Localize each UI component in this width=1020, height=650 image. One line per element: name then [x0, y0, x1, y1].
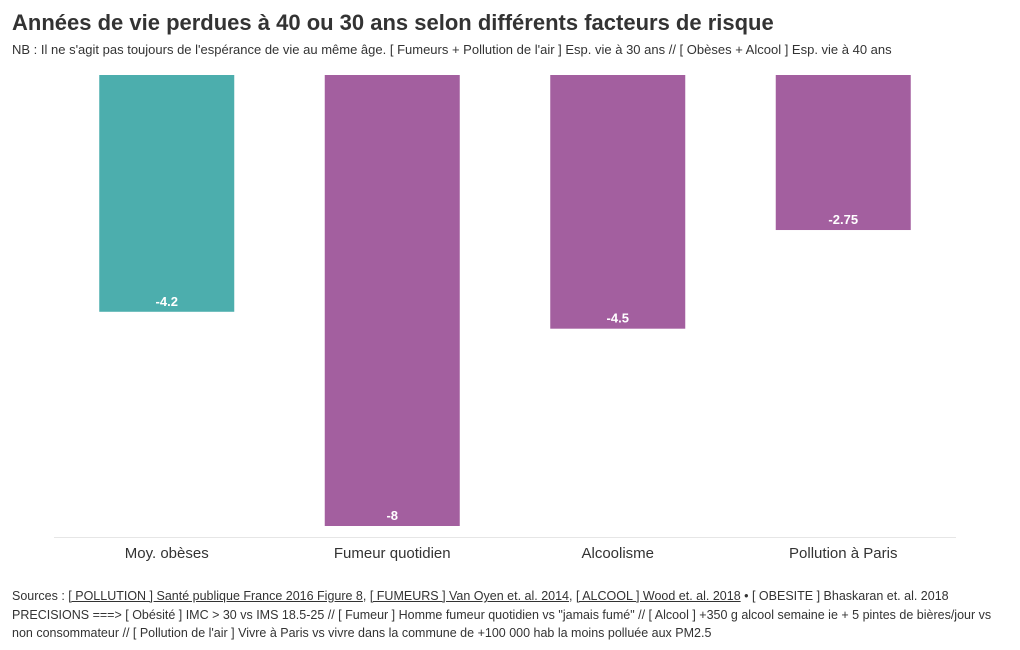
bar-3[interactable] — [550, 75, 686, 329]
value-label: -4.5 — [607, 311, 629, 326]
chart-subtitle: NB : Il ne s'agit pas toujours de l'espé… — [12, 42, 892, 57]
value-label: -4.2 — [156, 294, 178, 309]
bar-2[interactable] — [324, 75, 460, 526]
bar-4[interactable] — [775, 75, 911, 231]
sources-prefix: Sources : — [12, 589, 69, 603]
source-link-alcool[interactable]: [ ALCOOL ] Wood et. al. 2018 — [575, 589, 741, 603]
source-obesite: • [ OBESITE ] Bhaskaran et. al. 2018 — [740, 589, 949, 603]
source-separator: , — [569, 589, 576, 603]
value-label: -2.75 — [828, 212, 858, 227]
source-link-pollution[interactable]: [ POLLUTION ] Santé publique France 2016… — [68, 589, 363, 603]
value-label: -8 — [386, 508, 398, 523]
chart-title: Années de vie perdues à 40 ou 30 ans sel… — [12, 10, 774, 35]
x-tick-label: Fumeur quotidien — [334, 545, 451, 562]
source-separator: , — [362, 589, 370, 603]
x-tick-label: Alcoolisme — [581, 545, 654, 562]
value-labels: -4.2 -8 -4.5 -2.75 — [156, 212, 859, 523]
bars — [99, 75, 911, 526]
chart-footer: Sources : [ POLLUTION ] Santé publique F… — [12, 587, 1008, 643]
sources-line: Sources : [ POLLUTION ] Santé publique F… — [12, 587, 1008, 606]
source-link-fumeurs[interactable]: [ FUMEURS ] Van Oyen et. al. 2014 — [369, 589, 570, 603]
x-tick-label: Pollution à Paris — [789, 545, 897, 562]
x-axis-tick-labels: Moy. obèses Fumeur quotidien Alcoolisme Pol… — [125, 545, 898, 562]
bar-1[interactable] — [99, 75, 235, 312]
precisions-note: PRECISIONS ===> [ Obésité ] IMC > 30 vs … — [12, 607, 992, 641]
x-tick-label: Moy. obèses — [125, 545, 209, 562]
